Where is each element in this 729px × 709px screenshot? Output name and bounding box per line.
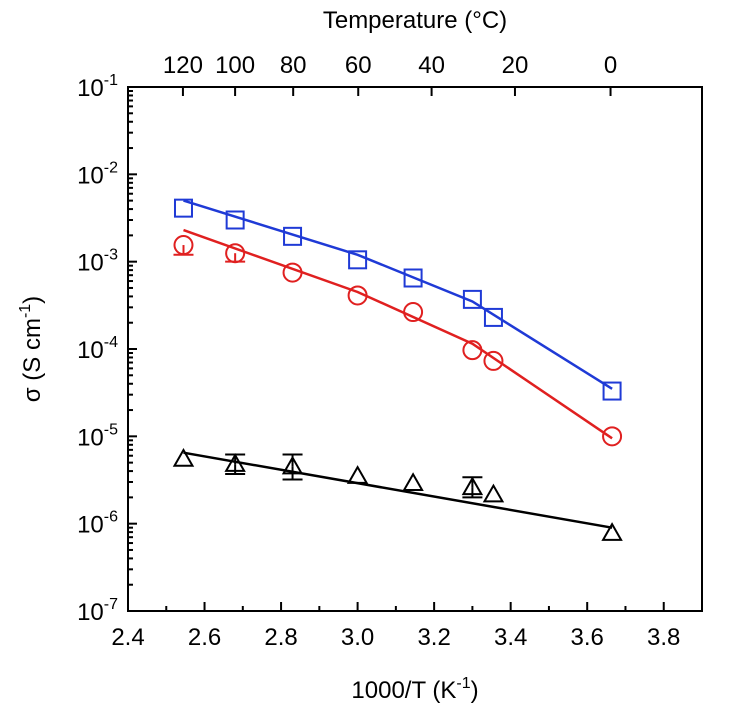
top-axis-title: Temperature (°C) [323, 7, 507, 34]
x-tick-label: 3.8 [647, 624, 680, 651]
y-tick-label: 10-1 [77, 72, 118, 102]
x-tick-label: 3.4 [494, 624, 527, 651]
y-tick-label-base: 10 [77, 424, 104, 451]
x-tick-label: 3.2 [417, 624, 450, 651]
y-tick-label: 10-5 [77, 421, 118, 451]
triangle-marker [281, 455, 304, 475]
circle-marker [403, 302, 424, 323]
square-marker [173, 198, 193, 218]
square-marker [348, 250, 368, 270]
top-tick-label: 80 [280, 52, 307, 79]
tick-labels: 2.4 2.6 2.8 3.0 3.2 3.4 3.6 3.810-110-210-310-4… [77, 52, 680, 651]
square-marker [602, 381, 622, 401]
circle-marker [282, 262, 303, 283]
fit-lines [183, 199, 613, 529]
top-tick-label: 20 [502, 52, 529, 79]
y-tick-label-base: 10 [77, 337, 104, 364]
y-tick-label-sup: -7 [104, 596, 118, 613]
circle-marker [225, 243, 246, 264]
top-tick-label: 100 [215, 52, 255, 79]
y-tick-label-sup: -5 [104, 421, 118, 438]
square-marker [483, 307, 503, 327]
y-tick-label-base: 10 [77, 512, 104, 539]
y-tick-label-sup: -1 [104, 72, 118, 89]
x-tick-label: 3.0 [341, 624, 374, 651]
y-tick-label: 10-3 [77, 247, 118, 277]
x-tick-label: 2.8 [264, 624, 297, 651]
y-tick-label-base: 10 [77, 162, 104, 189]
fit-line-triangle [183, 451, 613, 529]
y-tick-label-base: 10 [77, 75, 104, 102]
circle-marker [173, 235, 194, 256]
fit-line-circle [183, 228, 613, 440]
x-axis-title-sup: -1 [456, 675, 470, 692]
y-tick-label-sup: -4 [104, 334, 118, 351]
y-tick-label-base: 10 [77, 599, 104, 626]
axis-ticks [127, 86, 665, 612]
square-marker [403, 268, 423, 288]
square-marker [462, 289, 482, 309]
y-tick-label-base: 10 [77, 250, 104, 277]
x-tick-label: 2.6 [188, 624, 221, 651]
circle-marker [483, 350, 504, 371]
y-tick-label-sup: -2 [104, 159, 118, 176]
circle-marker [347, 285, 368, 306]
fit-line-square [183, 199, 613, 390]
x-tick-label: 3.6 [571, 624, 604, 651]
triangle-marker [346, 465, 369, 484]
circle-marker [462, 340, 483, 361]
top-tick-label: 40 [418, 52, 445, 79]
x-axis-title: 1000/T (K-1) [351, 675, 478, 704]
y-tick-label: 10-4 [77, 334, 118, 364]
top-tick-label: 60 [345, 52, 372, 79]
y-tick-label-sup: -3 [104, 247, 118, 264]
x-tick-label: 2.4 [111, 624, 144, 651]
error-bars [173, 245, 483, 499]
triangle-marker [482, 483, 505, 503]
y-tick-label-sup: -6 [104, 509, 118, 526]
y-tick-label: 10-2 [77, 159, 118, 189]
y-tick-label: 10-6 [77, 509, 118, 539]
triangle-marker [461, 476, 484, 496]
triangle-marker [601, 522, 623, 541]
triangle-marker [402, 472, 424, 492]
square-marker [283, 226, 303, 246]
y-axis-title: σ (S cm-1) [17, 296, 46, 402]
circle-marker [602, 426, 623, 447]
triangle-marker [224, 453, 246, 472]
y-axis-title-sup: -1 [17, 304, 34, 318]
top-tick-label: 0 [604, 52, 617, 79]
y-tick-label: 10-7 [77, 596, 118, 626]
data-markers [172, 198, 623, 541]
triangle-marker [172, 447, 195, 467]
square-marker [225, 210, 245, 230]
top-tick-label: 120 [163, 52, 203, 79]
